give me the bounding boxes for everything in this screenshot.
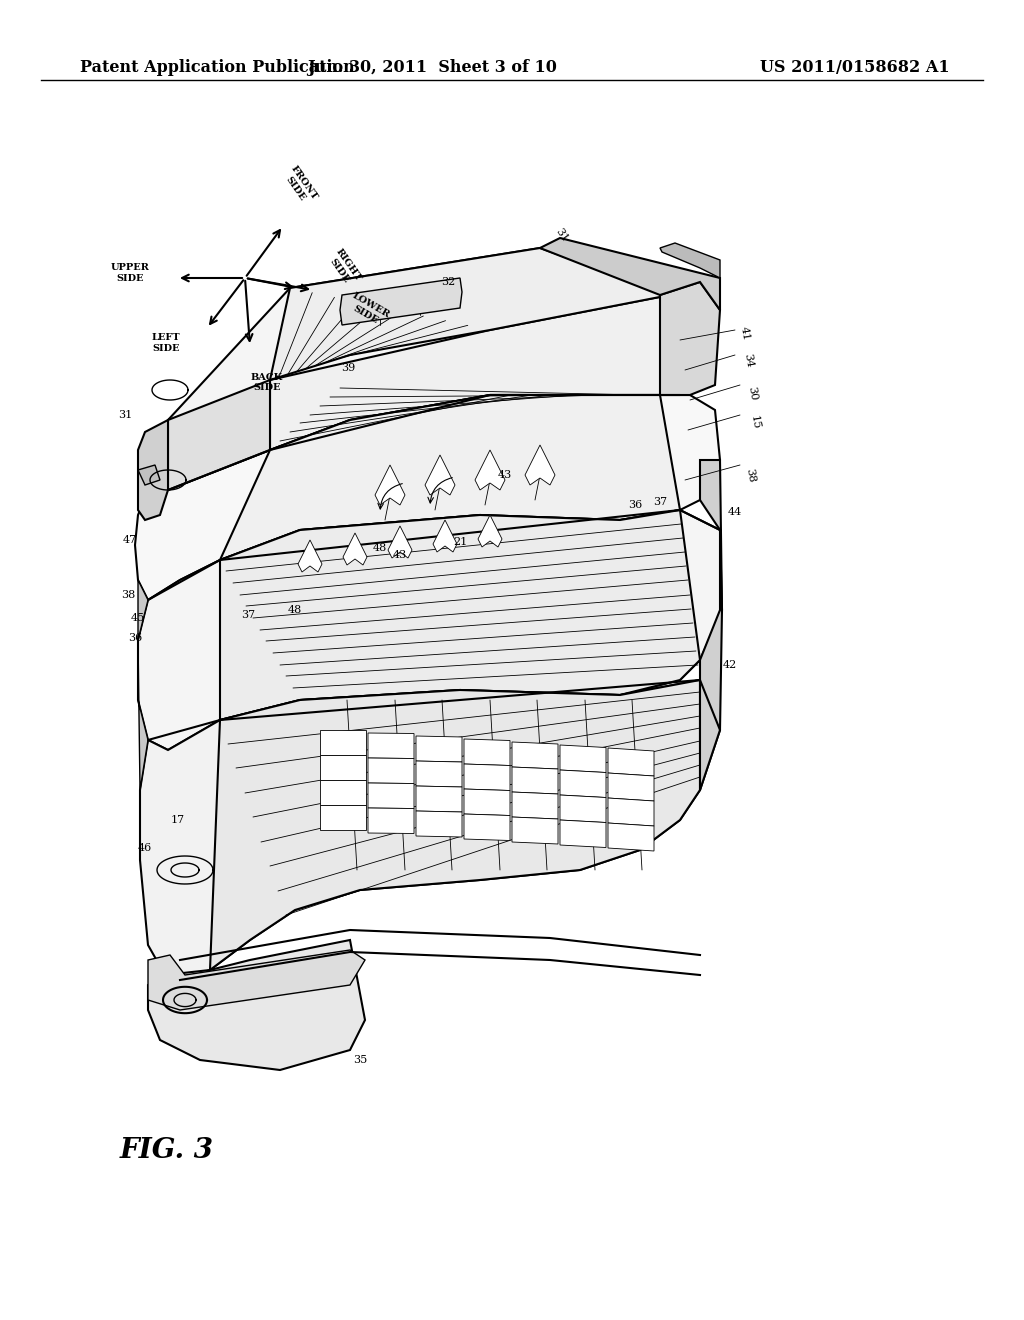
Polygon shape (140, 680, 720, 979)
Text: 48: 48 (288, 605, 302, 615)
Polygon shape (168, 248, 690, 455)
Polygon shape (660, 243, 720, 279)
Polygon shape (560, 744, 606, 772)
Polygon shape (416, 737, 462, 762)
Polygon shape (512, 817, 558, 843)
Text: 43: 43 (498, 470, 512, 480)
Polygon shape (168, 380, 270, 490)
Text: 48: 48 (373, 543, 387, 553)
Polygon shape (540, 238, 720, 310)
Polygon shape (416, 762, 462, 787)
Text: 21: 21 (453, 537, 467, 546)
Text: 32: 32 (441, 277, 455, 286)
Polygon shape (210, 680, 700, 970)
Text: 39: 39 (341, 363, 355, 374)
Polygon shape (416, 785, 462, 812)
Polygon shape (319, 755, 366, 780)
Polygon shape (319, 780, 366, 805)
Text: FRONT
SIDE: FRONT SIDE (281, 165, 319, 209)
Text: 38: 38 (121, 590, 135, 601)
Text: 35: 35 (353, 1055, 368, 1065)
Polygon shape (464, 764, 510, 791)
Text: Patent Application Publication: Patent Application Publication (80, 59, 354, 77)
Text: BACK
SIDE: BACK SIDE (251, 374, 283, 392)
Polygon shape (368, 758, 414, 784)
Text: 30: 30 (745, 385, 758, 401)
Text: 34: 34 (741, 352, 754, 368)
Polygon shape (138, 510, 722, 750)
Polygon shape (608, 748, 654, 776)
Text: UPPER
SIDE: UPPER SIDE (112, 263, 150, 282)
Polygon shape (148, 940, 365, 1071)
Polygon shape (368, 733, 414, 759)
Text: 17: 17 (171, 814, 185, 825)
Text: 31: 31 (118, 411, 132, 420)
Text: LOWER
SIDE: LOWER SIDE (345, 292, 391, 329)
Polygon shape (608, 774, 654, 801)
Polygon shape (148, 950, 365, 1010)
Polygon shape (464, 739, 510, 766)
Text: 15: 15 (749, 414, 761, 430)
Polygon shape (560, 820, 606, 847)
Polygon shape (425, 455, 455, 495)
Text: 37: 37 (653, 498, 667, 507)
Text: 36: 36 (128, 634, 142, 643)
Text: FIG. 3: FIG. 3 (120, 1137, 214, 1163)
Polygon shape (220, 395, 680, 560)
Text: 36: 36 (628, 500, 642, 510)
Polygon shape (512, 792, 558, 818)
Text: 47: 47 (123, 535, 137, 545)
Text: RIGHT
SIDE: RIGHT SIDE (325, 247, 362, 289)
Polygon shape (138, 465, 160, 484)
Text: 44: 44 (728, 507, 742, 517)
Polygon shape (512, 767, 558, 795)
Text: 45: 45 (131, 612, 145, 623)
Text: US 2011/0158682 A1: US 2011/0158682 A1 (760, 59, 949, 77)
Polygon shape (368, 808, 414, 833)
Polygon shape (368, 783, 414, 808)
Polygon shape (340, 279, 462, 325)
Polygon shape (319, 805, 366, 830)
Text: 38: 38 (743, 467, 756, 483)
Text: LEFT
SIDE: LEFT SIDE (152, 333, 180, 352)
Text: 42: 42 (723, 660, 737, 671)
Polygon shape (135, 395, 720, 601)
Polygon shape (319, 730, 366, 755)
Polygon shape (608, 799, 654, 826)
Polygon shape (560, 795, 606, 822)
Polygon shape (478, 515, 502, 546)
Polygon shape (416, 810, 462, 837)
Text: 43: 43 (393, 550, 408, 560)
Polygon shape (343, 533, 367, 565)
Polygon shape (375, 465, 406, 506)
Polygon shape (298, 540, 322, 572)
Polygon shape (270, 294, 690, 450)
Polygon shape (433, 520, 457, 552)
Polygon shape (464, 814, 510, 841)
Polygon shape (512, 742, 558, 770)
Polygon shape (464, 789, 510, 816)
Polygon shape (475, 450, 505, 490)
Polygon shape (220, 510, 700, 719)
Text: 37: 37 (241, 610, 255, 620)
Polygon shape (608, 822, 654, 851)
Text: Jun. 30, 2011  Sheet 3 of 10: Jun. 30, 2011 Sheet 3 of 10 (307, 59, 557, 77)
Text: 41: 41 (739, 325, 752, 341)
Polygon shape (660, 282, 720, 395)
Polygon shape (560, 770, 606, 797)
Polygon shape (525, 445, 555, 484)
Text: 31: 31 (554, 226, 570, 244)
Text: 46: 46 (138, 843, 153, 853)
Polygon shape (388, 525, 412, 558)
Polygon shape (270, 248, 670, 380)
Polygon shape (138, 420, 168, 520)
Polygon shape (700, 459, 722, 789)
Polygon shape (138, 579, 148, 789)
